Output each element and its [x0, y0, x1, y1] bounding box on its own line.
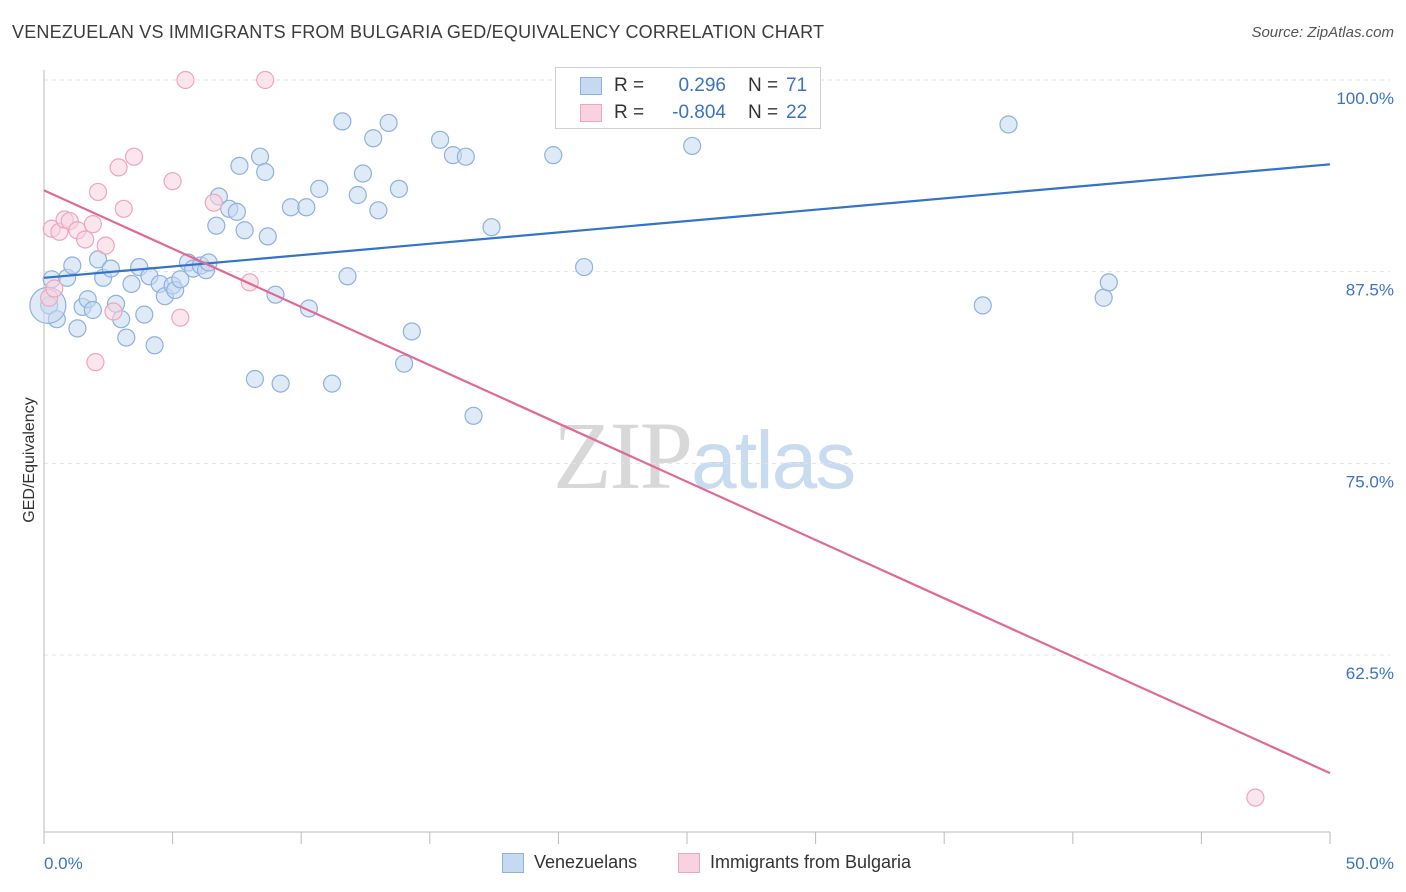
- venezuelan-point: [364, 129, 383, 148]
- x-tick-label: 50.0%: [1346, 854, 1394, 873]
- bulgaria-point: [88, 182, 108, 202]
- watermark: ZIPatlas: [553, 400, 856, 511]
- venezuelan-point: [171, 270, 190, 289]
- venezuelan-point: [135, 305, 154, 324]
- y-tick-label: 87.5%: [1346, 281, 1394, 300]
- venezuelan-point: [389, 179, 409, 198]
- series-swatch-pink: [678, 852, 700, 873]
- legend-r-value: -0.804: [672, 102, 726, 123]
- venezuelan-point: [117, 328, 136, 347]
- series-label-bulgaria: Immigrants from Bulgaria: [710, 852, 912, 872]
- legend-r-value: 0.296: [678, 75, 726, 96]
- bulgaria-point: [240, 273, 259, 292]
- venezuelan-point: [1099, 273, 1118, 292]
- series-label-venezuelans: Venezuelans: [534, 852, 638, 872]
- venezuelan-point: [575, 257, 594, 277]
- venezuelan-point: [310, 179, 329, 198]
- x-tick-label: 0.0%: [44, 854, 83, 873]
- venezuelan-point: [369, 201, 388, 220]
- venezuelan-point: [101, 259, 120, 278]
- venezuelan-point: [544, 146, 563, 165]
- bulgaria-point: [96, 236, 115, 255]
- series-legend-bulgaria: Immigrants from Bulgaria: [678, 852, 911, 873]
- bulgaria-point: [163, 172, 182, 191]
- venezuelan-point: [297, 198, 316, 217]
- venezuelan-point: [1094, 288, 1113, 307]
- venezuelan-point: [227, 202, 246, 221]
- bulgaria-point: [109, 158, 128, 177]
- bulgaria-point: [176, 70, 195, 90]
- venezuelan-point: [256, 162, 275, 182]
- legend-row-bulgaria: R = -0.804 N = 22: [580, 101, 807, 125]
- venezuelan-point: [683, 136, 702, 156]
- bulgaria-point: [104, 302, 123, 321]
- legend-n-label: N =: [748, 75, 779, 96]
- bulgaria-point: [1246, 788, 1265, 807]
- venezuelan-point: [999, 115, 1018, 134]
- venezuelan-point: [379, 113, 398, 133]
- venezuelan-point: [271, 374, 290, 393]
- legend-n-value: 71: [786, 75, 808, 96]
- chart-source: Source: ZipAtlas.com: [1251, 24, 1394, 41]
- venezuelan-point: [281, 198, 301, 217]
- legend-r-label: R =: [614, 102, 645, 123]
- venezuelan-point: [122, 274, 141, 294]
- y-tick-label: 75.0%: [1346, 472, 1394, 491]
- venezuelan-point: [333, 112, 352, 131]
- legend-row-venezuelans: R = 0.296 N = 71: [580, 74, 807, 98]
- y-tick-label: 100.0%: [1336, 89, 1394, 108]
- bulgaria-point: [204, 193, 223, 212]
- venezuelan-point: [322, 374, 342, 393]
- legend-n-value: 22: [786, 102, 808, 123]
- chart-title: VENEZUELAN VS IMMIGRANTS FROM BULGARIA G…: [12, 22, 825, 42]
- watermark-zip: ZIP: [553, 402, 693, 509]
- venezuelan-point: [235, 221, 254, 240]
- venezuelan-point: [258, 227, 277, 246]
- venezuelan-point: [402, 322, 421, 341]
- bulgaria-point: [124, 147, 144, 166]
- series-legend: Venezuelans Immigrants from Bulgaria: [0, 852, 1406, 876]
- venezuelan-point: [348, 185, 367, 205]
- correlation-legend: R = 0.296 N = 71 R = -0.804 N = 22: [555, 67, 821, 129]
- venezuelan-point: [207, 216, 226, 235]
- venezuelan-point: [430, 130, 450, 149]
- venezuelan-point: [230, 156, 249, 175]
- bulgaria-point: [171, 308, 190, 327]
- legend-swatch-blue: [580, 77, 602, 95]
- bulgaria-point: [76, 230, 95, 249]
- venezuelan-point: [68, 319, 87, 338]
- venezuelan-point: [88, 250, 108, 269]
- venezuelan-point: [83, 300, 102, 320]
- venezuelan-point: [145, 336, 164, 355]
- bulgaria-point: [45, 279, 64, 298]
- venezuelan-point: [245, 369, 265, 389]
- venezuelan-point: [973, 296, 992, 315]
- legend-n-label: N =: [748, 102, 779, 123]
- venezuelan-point: [250, 147, 270, 166]
- venezuelan-point: [338, 267, 357, 286]
- venezuelan-point: [456, 147, 475, 166]
- series-swatch-blue: [502, 852, 524, 873]
- venezuelan-point: [464, 406, 483, 425]
- bulgaria-point: [256, 70, 275, 90]
- bulgaria-point: [83, 215, 102, 234]
- y-tick-label: 62.5%: [1346, 664, 1394, 683]
- venezuelan-trend-line: [43, 163, 1331, 279]
- series-legend-venezuelans: Venezuelans: [502, 852, 637, 873]
- venezuelan-point: [353, 164, 373, 183]
- bulgaria-trend-line: [43, 189, 1331, 775]
- legend-swatch-pink: [580, 104, 602, 122]
- bulgaria-point: [114, 199, 133, 218]
- watermark-atlas: atlas: [691, 415, 856, 506]
- legend-r-label: R =: [614, 75, 645, 96]
- bulgaria-point: [86, 353, 105, 372]
- venezuelan-point: [482, 218, 501, 237]
- venezuelan-point: [63, 256, 82, 275]
- venezuelan-point: [394, 354, 414, 373]
